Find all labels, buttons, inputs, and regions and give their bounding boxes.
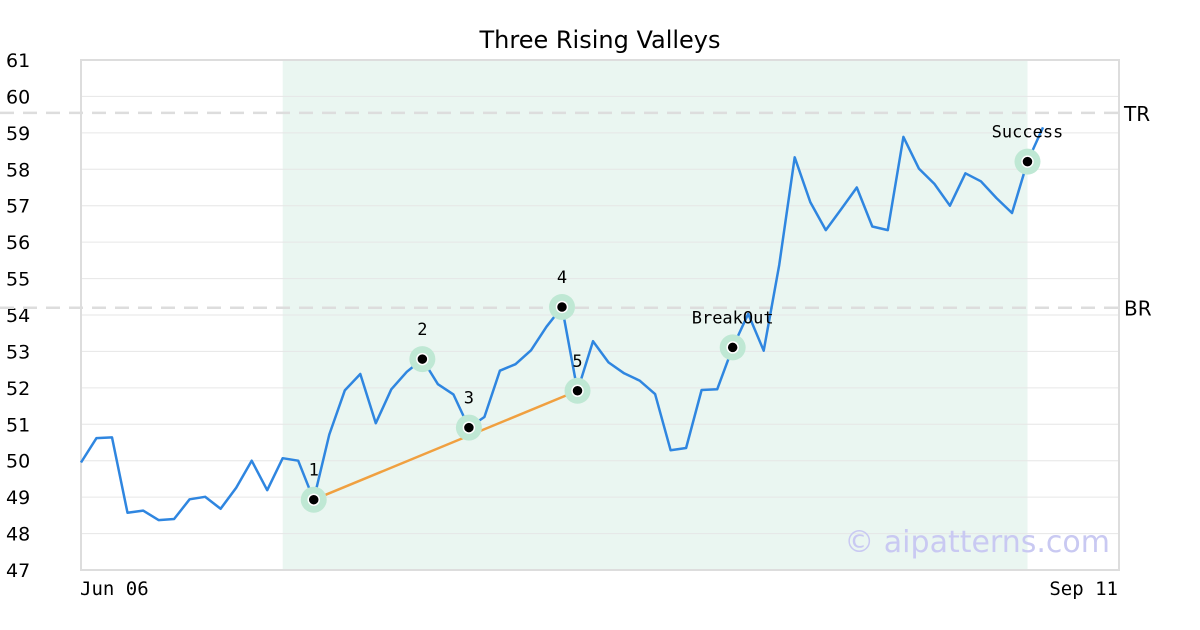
chart-title: Three Rising Valleys xyxy=(478,26,720,54)
point-label-3: 3 xyxy=(464,389,474,409)
y-tick-label: 52 xyxy=(6,378,30,400)
point-marker-4 xyxy=(555,300,569,314)
y-tick-label: 49 xyxy=(6,487,30,509)
watermark: © aipatterns.com xyxy=(844,525,1110,560)
point-label-1: 1 xyxy=(309,461,319,481)
point-marker-2 xyxy=(416,352,429,366)
level-label-tr: TR xyxy=(1123,102,1150,126)
point-marker-breakout xyxy=(726,341,739,354)
point-marker-3 xyxy=(462,421,476,434)
x-tick-end: Sep 11 xyxy=(1049,578,1118,600)
y-tick-label: 50 xyxy=(6,451,30,473)
point-label-success: Success xyxy=(992,123,1064,143)
point-label-2: 2 xyxy=(417,320,427,340)
point-label-5: 5 xyxy=(572,352,582,372)
point-marker-5 xyxy=(571,384,584,398)
y-tick-label: 54 xyxy=(6,305,30,327)
valley-trendline xyxy=(313,389,578,501)
point-label-breakout: BreakOut xyxy=(692,308,774,328)
y-tick-label: 61 xyxy=(6,50,30,72)
point-label-4: 4 xyxy=(557,268,567,288)
y-tick-label: 60 xyxy=(6,86,30,108)
plot-frame xyxy=(80,59,1120,571)
y-tick-label: 53 xyxy=(6,341,30,363)
y-tick-label: 51 xyxy=(6,414,30,436)
point-marker-success xyxy=(1021,155,1034,168)
y-tick-label: 48 xyxy=(6,524,30,546)
y-tick-label: 47 xyxy=(6,560,30,582)
y-tick-label: 55 xyxy=(6,269,30,291)
point-marker-1 xyxy=(307,493,320,506)
y-tick-label: 59 xyxy=(6,123,30,145)
x-tick-start: Jun 06 xyxy=(80,578,149,600)
y-tick-label: 57 xyxy=(6,196,30,218)
level-label-br: BR xyxy=(1124,297,1152,321)
y-tick-label: 58 xyxy=(6,159,30,181)
y-tick-label: 56 xyxy=(6,232,30,254)
